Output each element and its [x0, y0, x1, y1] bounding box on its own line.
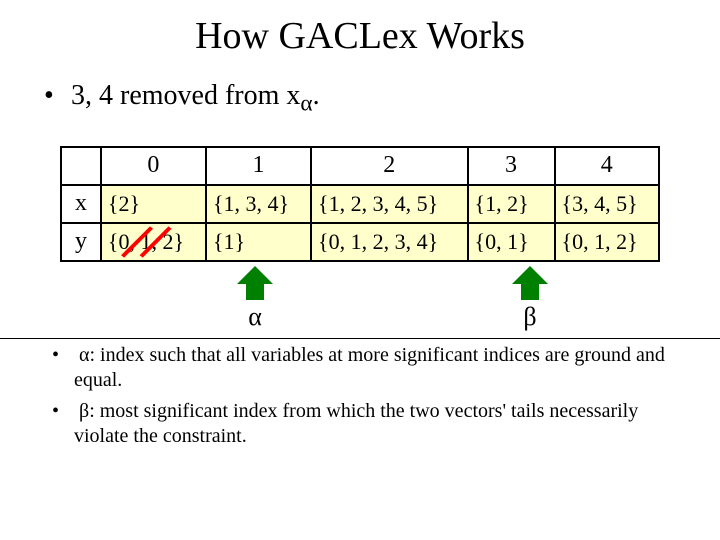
slide-title: How GACLex Works [0, 0, 720, 58]
col-header-4: 4 [555, 147, 659, 185]
up-arrow-icon [512, 266, 548, 300]
cell-y-2: {0, 1, 2, 3, 4} [311, 223, 468, 261]
top-bullet-sub: α [300, 91, 312, 117]
cell-y-4: {0, 1, 2} [555, 223, 659, 261]
row-label-y: y [61, 223, 101, 261]
cell-x-0: {2} [101, 185, 206, 223]
bottom-bullet-alpha: • α: index such that all variables at mo… [52, 343, 668, 393]
domain-table: 0 1 2 3 4 x {2} {1, 3, 4} {1, 2, 3, 4, 5… [60, 146, 660, 262]
col-header-1: 1 [206, 147, 311, 185]
bottom-bullet-beta-text: β: most significant index from which the… [74, 399, 668, 449]
slide: How GACLex Works • 3, 4 removed from xα.… [0, 0, 720, 540]
beta-def: : most significant index from which the … [74, 400, 638, 447]
bottom-bullets: • α: index such that all variables at mo… [0, 343, 720, 449]
arrow-row: α β [60, 262, 660, 332]
cell-y-1: {1} [206, 223, 311, 261]
table-row: y {0, 1, 2} {1} {0, 1, 2, 3, 4} {0, 1} {… [61, 223, 659, 261]
table-header-empty [61, 147, 101, 185]
row-label-x: x [61, 185, 101, 223]
bottom-bullet-alpha-text: α: index such that all variables at more… [74, 343, 668, 393]
col-header-2: 2 [311, 147, 468, 185]
bullet-marker: • [44, 80, 64, 112]
alpha-def: : index such that all variables at more … [74, 344, 665, 391]
alpha-symbol: α [79, 344, 89, 366]
domain-table-wrap: 0 1 2 3 4 x {2} {1, 3, 4} {1, 2, 3, 4, 5… [60, 146, 660, 262]
cell-x-4: {3, 4, 5} [555, 185, 659, 223]
top-bullet: • 3, 4 removed from xα. [0, 80, 720, 118]
cell-x-1: {1, 3, 4} [206, 185, 311, 223]
bullet-marker: • [52, 343, 74, 393]
cell-x-3: {1, 2} [468, 185, 555, 223]
bottom-bullet-beta: • β: most significant index from which t… [52, 399, 668, 449]
cell-y-0-text: {0, 1, 2} [108, 229, 184, 254]
beta-arrow-block: β [512, 266, 548, 332]
alpha-label: α [237, 302, 273, 332]
col-header-0: 0 [101, 147, 206, 185]
table-row: x {2} {1, 3, 4} {1, 2, 3, 4, 5} {1, 2} {… [61, 185, 659, 223]
col-header-3: 3 [468, 147, 555, 185]
table-header-row: 0 1 2 3 4 [61, 147, 659, 185]
top-bullet-suffix: . [313, 80, 320, 111]
divider [0, 338, 720, 339]
beta-symbol: β [79, 400, 89, 422]
beta-label: β [512, 302, 548, 332]
cell-x-2: {1, 2, 3, 4, 5} [311, 185, 468, 223]
cell-y-3: {0, 1} [468, 223, 555, 261]
bullet-marker: • [52, 399, 74, 449]
top-bullet-var: x [286, 80, 300, 111]
top-bullet-prefix: 3, 4 removed from [71, 80, 286, 111]
alpha-arrow-block: α [237, 266, 273, 332]
cell-y-0: {0, 1, 2} [101, 223, 206, 261]
up-arrow-icon [237, 266, 273, 300]
